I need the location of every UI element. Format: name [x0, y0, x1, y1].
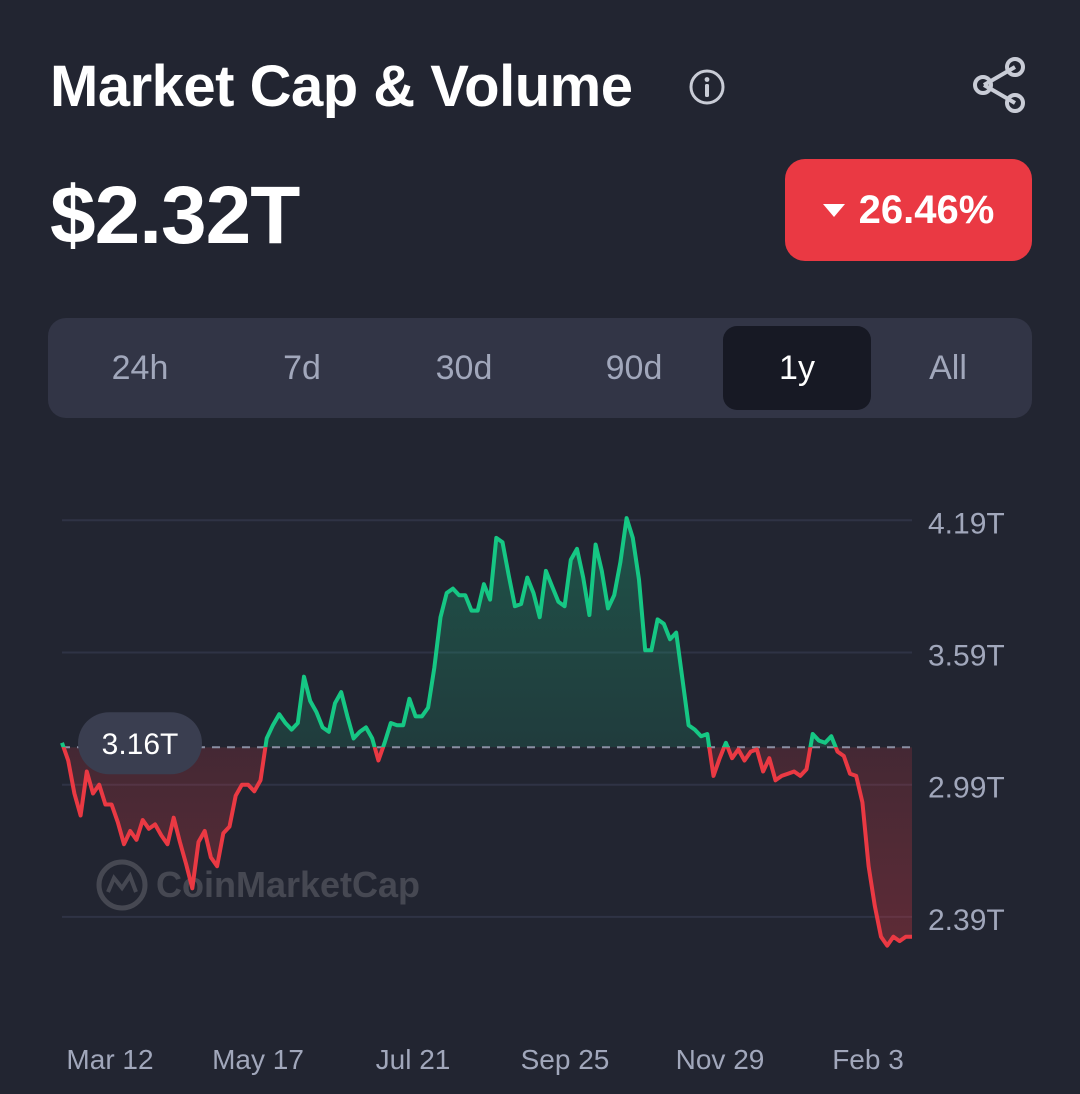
- tab-90d[interactable]: 90d: [605, 349, 663, 387]
- area-above-baseline: [62, 518, 912, 748]
- x-tick-label: May 17: [212, 1044, 304, 1075]
- y-tick-label: 2.39T: [928, 904, 1005, 937]
- tab-30d[interactable]: 30d: [435, 349, 493, 387]
- watermark: CoinMarketCap: [96, 859, 420, 911]
- x-tick-label: Feb 3: [832, 1044, 904, 1075]
- caret-down-icon: [822, 203, 845, 217]
- x-tick-label: Jul 21: [376, 1044, 451, 1075]
- baseline-label-text: 3.16T: [102, 728, 179, 761]
- share-icon[interactable]: [968, 54, 1030, 116]
- x-tick-label: Mar 12: [66, 1044, 153, 1075]
- x-tick-label: Sep 25: [521, 1044, 610, 1075]
- y-tick-label: 3.59T: [928, 639, 1005, 672]
- baseline-label: 3.16T: [78, 712, 202, 775]
- change-badge: 26.46%: [785, 159, 1032, 261]
- y-tick-label: 2.99T: [928, 772, 1005, 805]
- series-line-down: [61, 747, 912, 948]
- watermark-logo-icon: [96, 859, 148, 911]
- y-tick-label: 4.19T: [928, 507, 1005, 540]
- info-circle-icon[interactable]: [688, 68, 726, 106]
- series-line-up: [60, 516, 838, 748]
- header: Market Cap & Volume: [50, 52, 1030, 122]
- timeframe-tabs: 24h 7d 30d 90d 1y All: [48, 318, 1032, 418]
- change-percent: 26.46%: [858, 187, 995, 232]
- x-tick-label: Nov 29: [676, 1044, 765, 1075]
- watermark-text: CoinMarketCap: [156, 864, 420, 905]
- tab-all[interactable]: All: [929, 349, 967, 387]
- page-title: Market Cap & Volume: [50, 54, 633, 119]
- tab-24h[interactable]: 24h: [111, 349, 169, 387]
- tab-1y[interactable]: 1y: [723, 326, 871, 410]
- market-cap-value: $2.32T: [50, 170, 300, 261]
- market-cap-chart: 4.19T 3.59T 2.99T 2.39T CoinMarketCap 3.16T Ma…: [60, 507, 1005, 1075]
- tab-7d[interactable]: 7d: [283, 349, 321, 387]
